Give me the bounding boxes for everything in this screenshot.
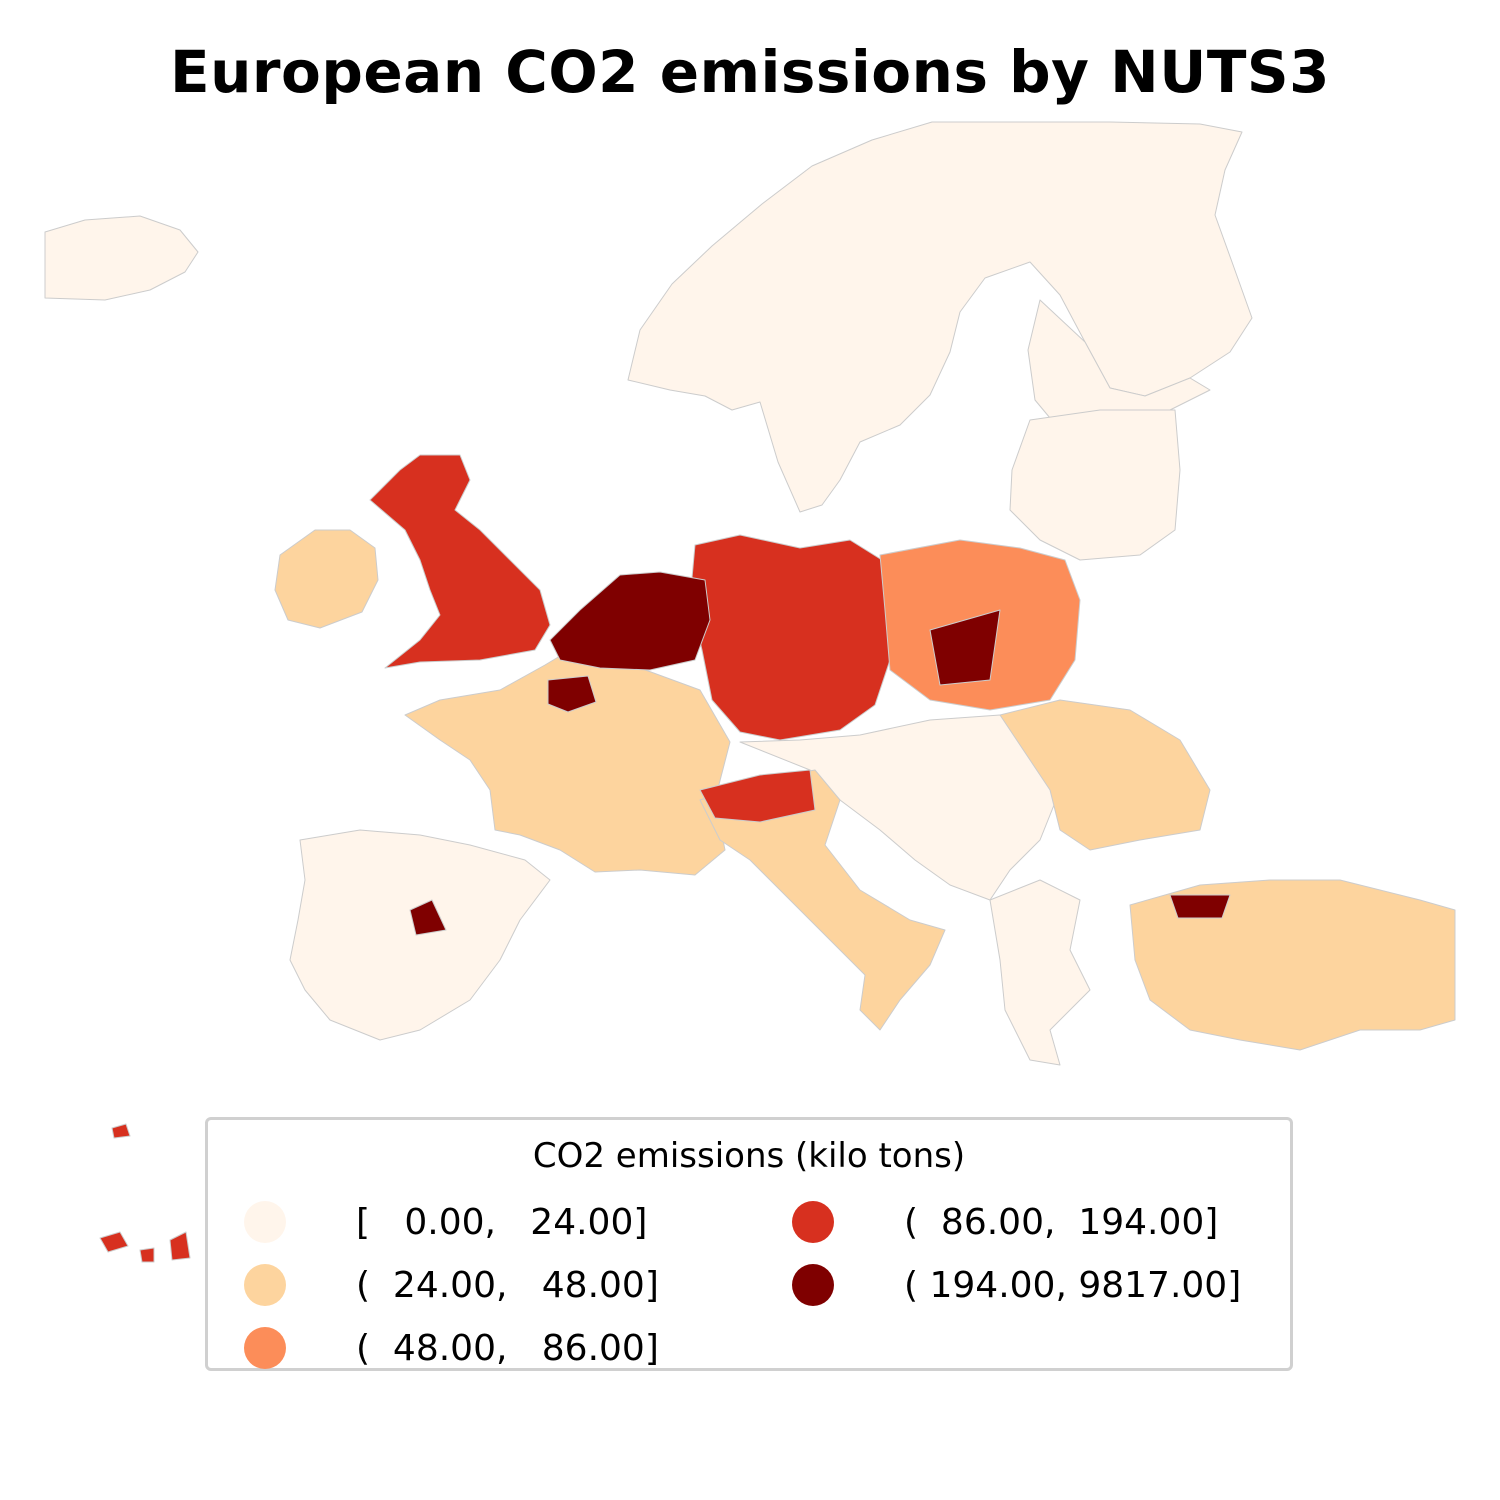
- region-canary-islands: [99, 1123, 191, 1263]
- legend-item: ( 194.00, 9817.00]: [792, 1263, 1241, 1307]
- region-balkans: [739, 714, 1061, 901]
- legend-item: ( 86.00, 194.00]: [792, 1200, 1218, 1244]
- region-benelux-and-ruhr: [549, 571, 711, 671]
- legend-label: ( 48.00, 86.00]: [356, 1327, 659, 1369]
- legend-item: ( 24.00, 48.00]: [244, 1263, 659, 1307]
- legend-label: [ 0.00, 24.00]: [356, 1201, 648, 1243]
- map-title: European CO2 emissions by NUTS3: [169, 38, 1331, 106]
- region-italy: [699, 769, 946, 1031]
- region-madrid: [409, 899, 447, 936]
- map-legend: CO2 emissions (kilo tons) [ 0.00, 24.00]…: [205, 1117, 1293, 1371]
- region-romania: [999, 699, 1211, 851]
- legend-label: ( 194.00, 9817.00]: [904, 1264, 1242, 1306]
- region-ireland: [274, 529, 379, 629]
- legend-swatch: [792, 1201, 834, 1243]
- region-po-valley: [699, 769, 816, 823]
- region-finland: [1027, 299, 1211, 431]
- legend-item: ( 48.00, 86.00]: [244, 1326, 659, 1370]
- region-germany: [689, 534, 896, 741]
- region-france: [404, 649, 731, 876]
- legend-title: CO2 emissions (kilo tons): [532, 1136, 966, 1176]
- region-iberia: [289, 829, 551, 1041]
- map-regions: [44, 121, 1456, 1263]
- legend-swatch: [244, 1327, 286, 1369]
- legend-label: ( 24.00, 48.00]: [356, 1264, 659, 1306]
- region-istanbul: [1169, 894, 1231, 919]
- legend-swatch: [244, 1264, 286, 1306]
- region-turkey: [1129, 879, 1456, 1051]
- region-baltics: [1009, 409, 1181, 561]
- legend-swatch: [792, 1264, 834, 1306]
- region-iceland: [44, 215, 199, 301]
- legend-label: ( 86.00, 194.00]: [904, 1201, 1219, 1243]
- region-paris: [547, 675, 597, 713]
- legend-item: [ 0.00, 24.00]: [244, 1200, 647, 1244]
- legend-swatch: [244, 1201, 286, 1243]
- region-great-britain: [369, 454, 551, 669]
- region-upper-silesia: [929, 609, 1001, 686]
- region-greece: [989, 879, 1091, 1066]
